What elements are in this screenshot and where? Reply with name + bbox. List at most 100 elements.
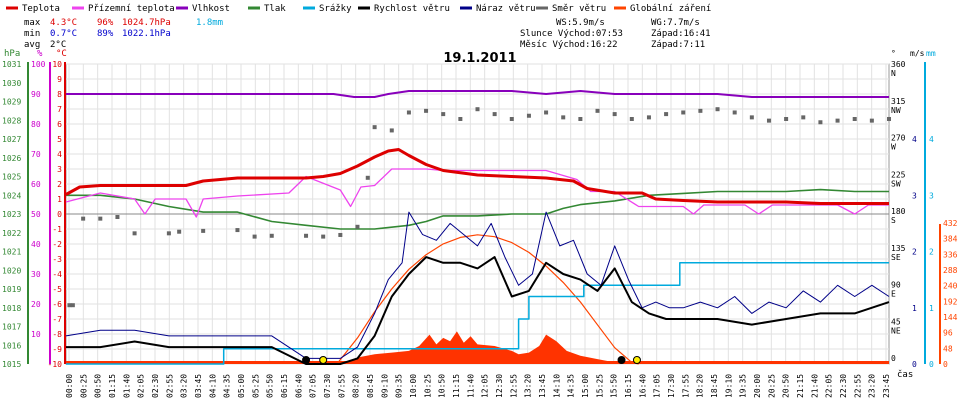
- x-tick-label: 07:30: [323, 374, 332, 398]
- legend-label: Tlak: [264, 4, 286, 14]
- rain-tick: 0: [929, 360, 934, 369]
- legend-label: Srážky: [319, 4, 352, 14]
- wind-line: [66, 256, 890, 365]
- sun-moon-marker: [302, 356, 311, 364]
- pressure-tick: 1021: [2, 248, 21, 257]
- x-tick-label: 23:20: [868, 374, 877, 398]
- x-tick-label: 22:30: [839, 374, 848, 398]
- x-tick-label: 23:45: [882, 374, 891, 398]
- solar-tick: 432: [943, 219, 958, 228]
- direction-point: [801, 115, 806, 120]
- direction-unit: °: [891, 49, 896, 58]
- temperature-tick: -7: [52, 315, 62, 324]
- solar-tick: 240: [943, 282, 958, 291]
- x-tick-label: 01:15: [108, 374, 117, 398]
- x-tick-label: 09:10: [380, 374, 389, 398]
- humidity-unit: %: [37, 49, 43, 59]
- pressure-tick: 1030: [2, 79, 21, 88]
- stats-rain: 1.8mm: [196, 18, 223, 28]
- temperature-tick: 0: [57, 210, 62, 219]
- direction-tick: 315: [891, 97, 906, 106]
- rain-tick: 3: [929, 191, 934, 200]
- humidity-tick: 40: [31, 240, 41, 249]
- pressure-tick: 1016: [2, 341, 21, 350]
- legend-label: Vlhkost: [192, 4, 230, 14]
- stats-pressure: 1024.7hPa: [122, 18, 171, 28]
- direction-point: [835, 118, 840, 123]
- humidity-tick: 70: [31, 150, 41, 159]
- direction-point: [784, 117, 789, 121]
- temperature-tick: 2: [57, 180, 62, 189]
- x-tick-label: 05:25: [251, 374, 260, 398]
- solar-tick: 192: [943, 297, 958, 306]
- direction-point: [869, 118, 874, 123]
- legend-label: Náraz větru: [476, 4, 536, 14]
- temperature-tick: -3: [52, 255, 62, 264]
- x-tick-label: 16:40: [638, 374, 647, 398]
- info-wg: WG:7.7m/s: [651, 18, 700, 28]
- pressure-tick: 1029: [2, 98, 21, 107]
- direction-tick-dir: W: [891, 143, 896, 152]
- x-axis-label: čas: [897, 369, 913, 380]
- direction-point: [595, 108, 600, 113]
- direction-point: [81, 216, 86, 221]
- info-ws: WS:5.9m/s: [556, 18, 605, 28]
- x-tick-label: 11:40: [466, 374, 475, 398]
- direction-point: [664, 112, 669, 117]
- pressure-tick: 1031: [2, 60, 21, 69]
- x-tick-label: 03:45: [194, 374, 203, 398]
- direction-point: [201, 228, 206, 233]
- direction-tick: 135: [891, 244, 906, 253]
- chart-title: 19.1.2011: [443, 51, 516, 66]
- x-tick-label: 18:20: [696, 374, 705, 398]
- wind-tick: 1: [912, 304, 917, 313]
- legend-label: Přízemní teplota: [88, 4, 175, 14]
- pressure-tick: 1024: [2, 191, 21, 200]
- pressure-tick: 1015: [2, 360, 21, 369]
- direction-point: [509, 117, 514, 121]
- humidity-tick: 80: [31, 120, 41, 129]
- pressure-tick: 1028: [2, 116, 21, 125]
- direction-point: [115, 215, 120, 219]
- temperature-tick: 9: [57, 75, 62, 84]
- direction-point: [98, 216, 103, 221]
- rain-tick: 4: [929, 135, 934, 144]
- solar-tick: 384: [943, 235, 958, 244]
- direction-point: [578, 117, 583, 121]
- direction-point: [475, 107, 480, 112]
- temperature-tick: -6: [52, 300, 62, 309]
- x-tick-label: 03:20: [180, 374, 189, 398]
- legend-label: Směr větru: [552, 4, 606, 14]
- temperature-tick: 5: [57, 135, 62, 144]
- direction-tick-dir: N: [891, 69, 896, 78]
- direction-point: [67, 303, 72, 308]
- direction-point: [338, 232, 343, 237]
- pressure-tick: 1020: [2, 266, 21, 275]
- rain-line: [66, 262, 889, 365]
- solar-baseline: [66, 361, 889, 364]
- direction-point: [492, 112, 497, 117]
- solar-tick: 144: [943, 313, 958, 322]
- x-tick-label: 06:15: [280, 374, 289, 398]
- solar-tick: 0: [943, 360, 948, 369]
- humidity-tick: 60: [31, 180, 41, 189]
- wind-tick: 3: [912, 191, 917, 200]
- humidity-tick: 50: [31, 210, 41, 219]
- pressure-tick: 1025: [2, 173, 21, 182]
- temperature-tick: 3: [57, 165, 62, 174]
- humidity-tick: 10: [31, 330, 41, 339]
- solar-tick: 288: [943, 266, 958, 275]
- x-tick-label: 05:50: [266, 374, 275, 398]
- sun-moon-marker: [617, 356, 626, 364]
- direction-point: [406, 110, 411, 115]
- legend-label: Rychlost větru: [374, 4, 450, 14]
- solar-tick: 336: [943, 250, 958, 259]
- info-sun: Slunce Východ:07:53: [520, 29, 623, 39]
- x-tick-label: 20:00: [753, 374, 762, 398]
- direction-point: [715, 107, 720, 112]
- stats-pressure: 1022.1hPa: [122, 29, 171, 39]
- solar-tick: 96: [943, 329, 953, 338]
- stats-label: avg: [24, 40, 40, 50]
- pressure-line: [66, 188, 889, 230]
- x-tick-label: 13:45: [538, 374, 547, 398]
